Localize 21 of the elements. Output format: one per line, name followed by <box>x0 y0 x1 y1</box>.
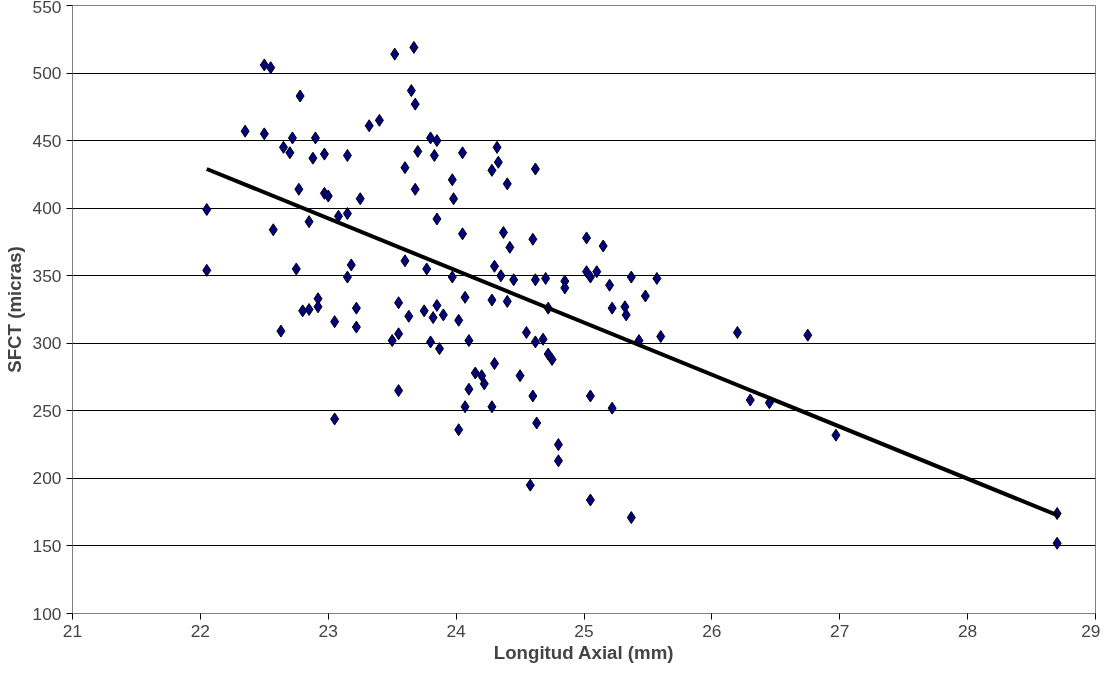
y-tick-label: 550 <box>32 0 62 17</box>
y-tick-label: 150 <box>32 535 62 556</box>
y-tick-label: 500 <box>32 63 62 84</box>
x-tick-label: 22 <box>190 620 211 641</box>
x-tick-label: 24 <box>446 620 467 641</box>
y-tick-label: 350 <box>32 265 62 286</box>
x-tick-label: 28 <box>957 620 978 641</box>
y-tick-label: 250 <box>32 400 62 421</box>
x-tick-label: 25 <box>574 620 594 641</box>
x-tick-label: 29 <box>1081 620 1101 641</box>
x-tick-label: 21 <box>62 620 83 641</box>
y-axis-title: SFCT (micras) <box>3 246 25 373</box>
y-tick-label: 400 <box>32 198 62 219</box>
y-tick-label: 450 <box>32 130 62 151</box>
y-tick-label: 200 <box>32 468 62 489</box>
x-tick-label: 23 <box>318 620 338 641</box>
x-tick-label: 27 <box>830 620 850 641</box>
y-tick-label: 300 <box>32 333 62 354</box>
y-tick-label: 100 <box>32 603 62 624</box>
x-tick-label: 26 <box>702 620 722 641</box>
x-axis-title: Longitud Axial (mm) <box>493 641 674 663</box>
